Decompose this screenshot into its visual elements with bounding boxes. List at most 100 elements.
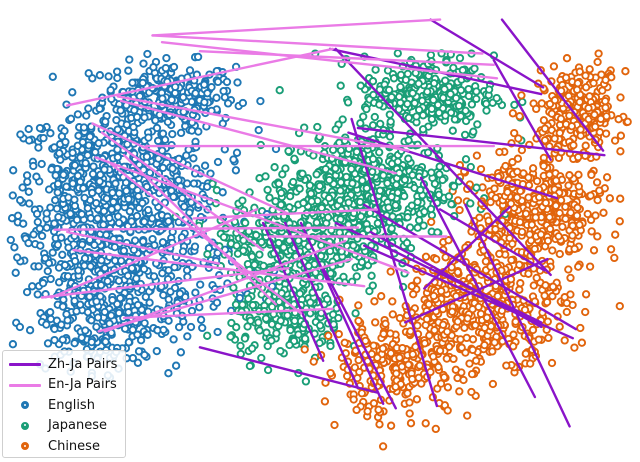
point-english: [223, 99, 233, 108]
legend-item-en-ja-pairs: En-Ja Pairs: [9, 375, 119, 396]
point-english: [59, 295, 68, 304]
point-english: [124, 66, 133, 75]
point-japanese: [407, 201, 417, 210]
legend-label: Japanese: [48, 418, 108, 434]
point-english: [171, 361, 181, 370]
point-english: [25, 199, 34, 208]
point-chinese: [572, 85, 582, 94]
point-english: [107, 311, 116, 320]
point-japanese: [368, 167, 377, 176]
point-english: [64, 193, 73, 202]
point-japanese: [441, 76, 450, 85]
point-chinese: [593, 232, 602, 241]
point-english: [163, 117, 173, 127]
point-english: [56, 155, 65, 164]
pair-segment: [100, 131, 265, 252]
point-chinese: [374, 405, 383, 414]
point-chinese: [493, 291, 502, 301]
point-chinese: [467, 369, 477, 379]
pair-segment: [356, 126, 606, 157]
point-english: [85, 292, 94, 301]
point-japanese: [277, 289, 286, 298]
point-chinese: [369, 341, 378, 350]
point-japanese: [396, 82, 405, 92]
point-english: [57, 320, 66, 329]
point-chinese: [532, 273, 541, 283]
point-chinese: [432, 255, 441, 264]
point-english: [53, 188, 62, 197]
point-chinese: [575, 220, 584, 229]
point-chinese: [407, 282, 416, 291]
point-japanese: [395, 168, 404, 178]
point-english: [158, 163, 168, 173]
pair-segment: [65, 47, 334, 107]
point-chinese: [378, 442, 388, 451]
point-english: [149, 272, 159, 281]
point-chinese: [334, 329, 343, 339]
point-japanese: [315, 181, 324, 191]
point-english: [140, 217, 149, 226]
point-english: [100, 264, 110, 273]
point-english: [24, 238, 33, 248]
point-japanese: [278, 170, 287, 179]
point-chinese: [586, 191, 595, 200]
point-chinese: [515, 285, 524, 294]
point-english: [46, 308, 55, 317]
point-japanese: [427, 168, 436, 177]
point-japanese: [451, 93, 461, 103]
pair-segment: [284, 221, 360, 390]
point-japanese: [313, 122, 322, 132]
point-chinese: [395, 353, 404, 362]
point-english: [84, 69, 93, 78]
point-chinese: [386, 421, 396, 430]
pair-segment: [363, 203, 578, 331]
point-chinese: [567, 122, 576, 131]
point-japanese: [226, 332, 235, 341]
point-english: [128, 78, 137, 87]
point-english: [138, 237, 148, 246]
point-english: [78, 138, 87, 147]
point-japanese: [343, 98, 353, 107]
point-english: [123, 271, 133, 280]
point-japanese: [448, 126, 457, 135]
point-english: [72, 215, 82, 225]
point-japanese: [305, 181, 315, 190]
point-english: [42, 223, 51, 232]
point-english: [176, 348, 186, 357]
point-english: [235, 293, 244, 303]
point-english: [162, 53, 171, 63]
point-english: [140, 350, 149, 360]
point-english: [222, 77, 232, 87]
point-english: [53, 179, 63, 189]
point-chinese: [343, 371, 352, 381]
point-english: [185, 208, 194, 217]
point-japanese: [435, 162, 444, 171]
point-english: [138, 198, 147, 208]
point-chinese: [576, 125, 585, 134]
point-chinese: [593, 57, 602, 67]
point-english: [42, 320, 51, 329]
point-chinese: [435, 346, 445, 355]
point-english: [123, 140, 132, 149]
point-chinese: [455, 387, 464, 396]
point-english: [8, 191, 17, 200]
point-japanese: [369, 90, 378, 100]
point-english: [212, 298, 222, 307]
point-chinese: [512, 193, 522, 202]
point-chinese: [373, 353, 382, 362]
point-english: [34, 143, 43, 152]
point-english: [130, 106, 139, 115]
point-english: [84, 141, 93, 150]
point-japanese: [458, 66, 467, 75]
point-chinese: [471, 356, 481, 365]
point-japanese: [312, 170, 321, 179]
point-chinese: [539, 161, 548, 171]
point-japanese: [243, 322, 252, 331]
point-chinese: [611, 230, 620, 239]
point-english: [196, 315, 206, 324]
point-english: [42, 209, 51, 218]
point-chinese: [443, 383, 453, 392]
point-english: [191, 89, 200, 98]
point-japanese: [255, 250, 264, 259]
point-english: [112, 67, 122, 76]
